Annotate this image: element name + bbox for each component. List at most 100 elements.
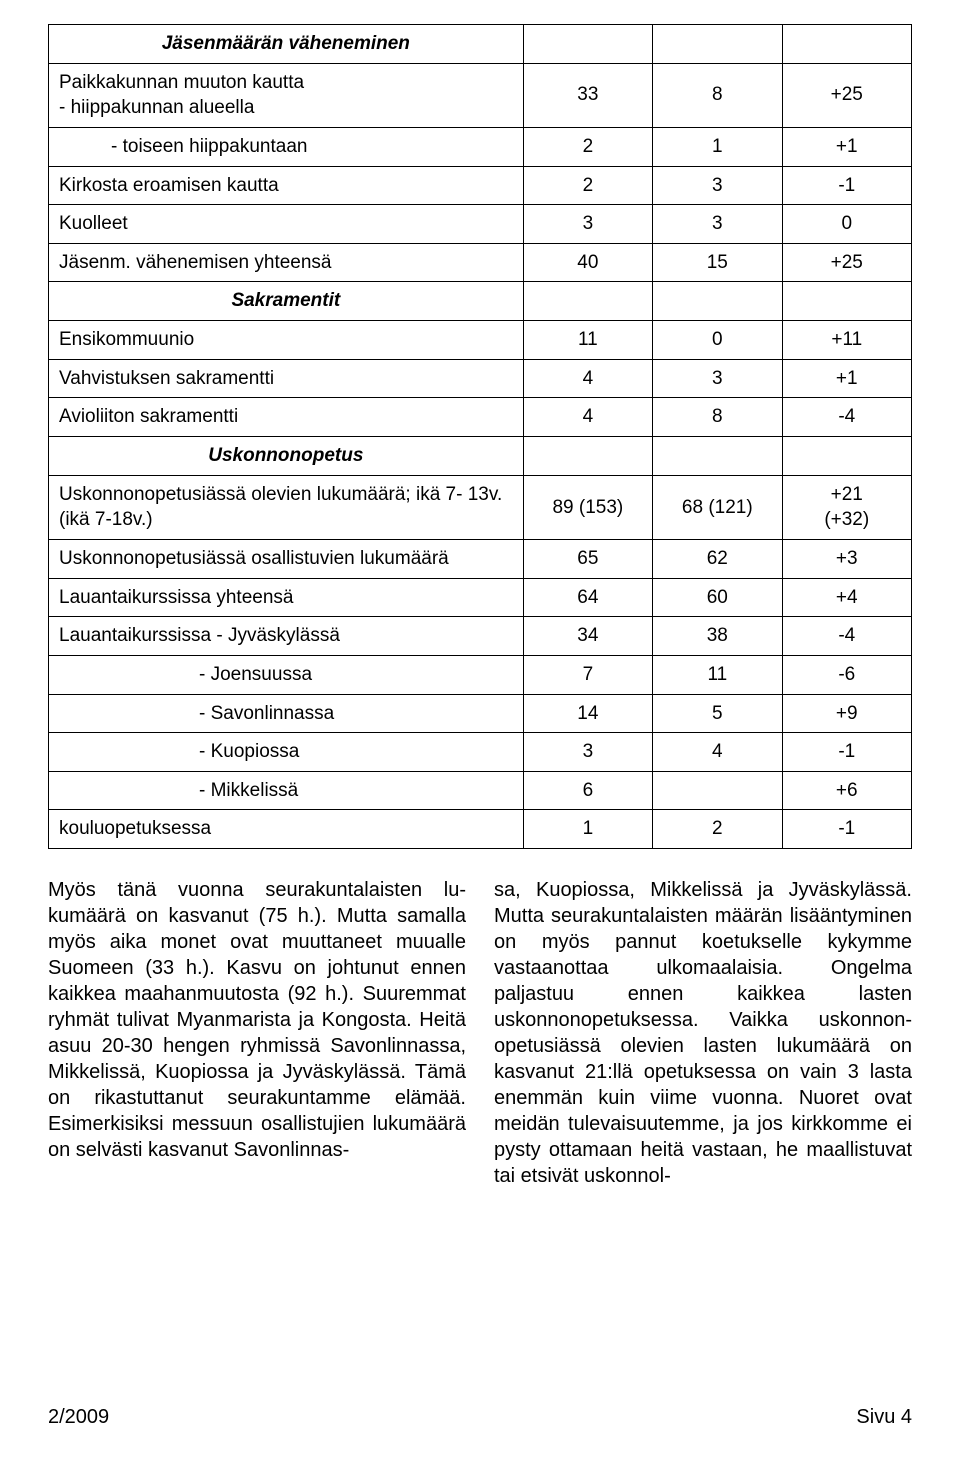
row-label: - Mikkelissä [49, 771, 524, 810]
table-row: Uskonnonopetusiässä osallistuvien lukumä… [49, 539, 912, 578]
cell-a: 2 [523, 127, 652, 166]
cell-b: 3 [653, 166, 782, 205]
table-row: - Mikkelissä 6 +6 [49, 771, 912, 810]
table-row: - Kuopiossa 3 4 -1 [49, 733, 912, 772]
cell-b: 15 [653, 243, 782, 282]
table-row: Lauantaikurssissa - Jyväskylässä 34 38 -… [49, 617, 912, 656]
cell-c: -4 [782, 617, 911, 656]
cell-c: +9 [782, 694, 911, 733]
cell-b: 8 [653, 398, 782, 437]
row-label: Uskonnonopetusiässä osallistuvien lukumä… [49, 539, 524, 578]
cell-a: 14 [523, 694, 652, 733]
cell-c: -1 [782, 733, 911, 772]
data-table: Jäsenmäärän väheneminen Paikkakunnan muu… [48, 24, 912, 849]
table-row: kouluopetuksessa 1 2 -1 [49, 810, 912, 849]
cell-a: 34 [523, 617, 652, 656]
row-label: Lauantaikurssissa - Jyväskylässä [49, 617, 524, 656]
body-columns: Myös tänä vuonna seurakuntalaisten lu­ku… [48, 877, 912, 1189]
table-row: Jäsenmäärän väheneminen [49, 25, 912, 64]
cell-empty [523, 25, 652, 64]
cell-empty [653, 282, 782, 321]
table-row: Ensikommuunio 11 0 +11 [49, 321, 912, 360]
cell-a: 7 [523, 655, 652, 694]
footer-page: Sivu 4 [856, 1406, 912, 1429]
cell-a: 65 [523, 539, 652, 578]
table-row: Kirkosta eroamisen kautta 2 3 -1 [49, 166, 912, 205]
cell-b: 0 [653, 321, 782, 360]
row-label: Uskonnonopetusiässä olevien lukumäärä; i… [49, 475, 524, 539]
table-row: Uskonnonopetus [49, 437, 912, 476]
cell-c: +25 [782, 243, 911, 282]
cell-empty [523, 282, 652, 321]
cell-a: 33 [523, 63, 652, 127]
row-label: Ensikommuunio [49, 321, 524, 360]
cell-c: -1 [782, 810, 911, 849]
body-text-right: sa, Kuopiossa, Mikkelissä ja Jyväskyläs­… [494, 877, 912, 1189]
cell-c: +1 [782, 127, 911, 166]
cell-a: 4 [523, 359, 652, 398]
table-row: Kuolleet 3 3 0 [49, 205, 912, 244]
cell-c: +21 (+32) [782, 475, 911, 539]
table-row: - Joensuussa 7 11 -6 [49, 655, 912, 694]
page: Jäsenmäärän väheneminen Paikkakunnan muu… [0, 0, 960, 1459]
cell-a: 11 [523, 321, 652, 360]
row-label: - Kuopiossa [49, 733, 524, 772]
cell-c: +4 [782, 578, 911, 617]
table-row: Vahvistuksen sakramentti 4 3 +1 [49, 359, 912, 398]
cell-a: 40 [523, 243, 652, 282]
row-label: kouluopetuksessa [49, 810, 524, 849]
cell-b: 4 [653, 733, 782, 772]
row-label: Kirkosta eroamisen kautta [49, 166, 524, 205]
row-label: - Savonlinnassa [49, 694, 524, 733]
cell-a: 1 [523, 810, 652, 849]
row-label: - Joensuussa [49, 655, 524, 694]
row-label: - toiseen hiippakuntaan [49, 127, 524, 166]
table-row: Sakramentit [49, 282, 912, 321]
cell-b: 5 [653, 694, 782, 733]
page-footer: 2/2009 Sivu 4 [48, 1406, 912, 1429]
cell-b: 1 [653, 127, 782, 166]
row-label: Paikkakunnan muuton kautta - hiippakunna… [49, 63, 524, 127]
cell-c: 0 [782, 205, 911, 244]
cell-empty [653, 25, 782, 64]
cell-empty [782, 282, 911, 321]
cell-b: 38 [653, 617, 782, 656]
cell-b [653, 771, 782, 810]
cell-b: 8 [653, 63, 782, 127]
cell-c: -1 [782, 166, 911, 205]
cell-a: 6 [523, 771, 652, 810]
cell-a: 3 [523, 205, 652, 244]
row-label: Jäsenm. vähenemisen yhteensä [49, 243, 524, 282]
cell-a: 3 [523, 733, 652, 772]
table-row: Jäsenm. vähenemisen yhteensä 40 15 +25 [49, 243, 912, 282]
cell-empty [653, 437, 782, 476]
table-row: Avioliiton sakramentti 4 8 -4 [49, 398, 912, 437]
cell-empty [782, 437, 911, 476]
cell-a: 4 [523, 398, 652, 437]
cell-b: 3 [653, 359, 782, 398]
row-label: Avioliiton sakramentti [49, 398, 524, 437]
cell-b: 11 [653, 655, 782, 694]
cell-empty [782, 25, 911, 64]
cell-c: +1 [782, 359, 911, 398]
cell-c: +3 [782, 539, 911, 578]
cell-c: +6 [782, 771, 911, 810]
table-row: - Savonlinnassa 14 5 +9 [49, 694, 912, 733]
body-text-left: Myös tänä vuonna seurakuntalaisten lu­ku… [48, 877, 466, 1189]
cell-b: 60 [653, 578, 782, 617]
cell-b: 68 (121) [653, 475, 782, 539]
cell-a: 89 (153) [523, 475, 652, 539]
cell-c: +11 [782, 321, 911, 360]
section-header: Jäsenmäärän väheneminen [49, 25, 524, 64]
table-row: Uskonnonopetusiässä olevien lukumäärä; i… [49, 475, 912, 539]
row-label: Lauantaikurssissa yhteensä [49, 578, 524, 617]
table-row: Paikkakunnan muuton kautta - hiippakunna… [49, 63, 912, 127]
cell-b: 2 [653, 810, 782, 849]
table-row: Lauantaikurssissa yhteensä 64 60 +4 [49, 578, 912, 617]
cell-a: 2 [523, 166, 652, 205]
cell-c: -4 [782, 398, 911, 437]
cell-a: 64 [523, 578, 652, 617]
cell-c: +25 [782, 63, 911, 127]
footer-issue: 2/2009 [48, 1406, 109, 1429]
section-header: Uskonnonopetus [49, 437, 524, 476]
